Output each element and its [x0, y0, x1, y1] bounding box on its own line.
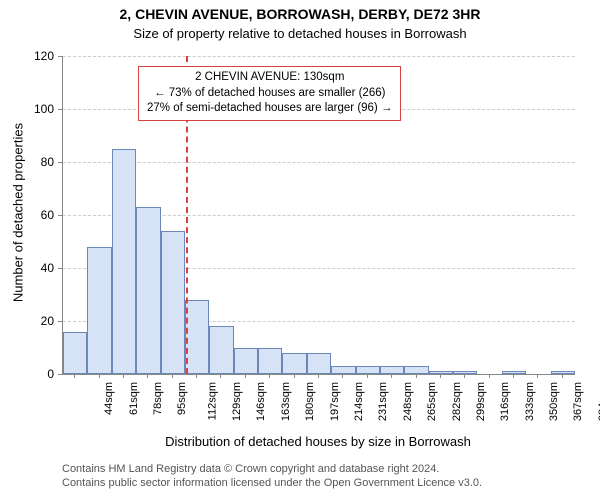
histogram-bar: [234, 348, 258, 375]
x-axis-label: Distribution of detached houses by size …: [62, 434, 574, 449]
histogram-bar: [429, 371, 453, 374]
ytick-label: 20: [24, 314, 54, 328]
histogram-bar: [380, 366, 404, 374]
xtick-label: 95sqm: [176, 382, 188, 415]
xtick-label: 163sqm: [280, 382, 292, 421]
xtick-mark: [391, 374, 392, 378]
ytick-label: 80: [24, 155, 54, 169]
xtick-label: 248sqm: [402, 382, 414, 421]
legend-line: ← 73% of detached houses are smaller (26…: [147, 86, 392, 102]
xtick-label: 112sqm: [206, 382, 218, 420]
histogram-bar: [209, 326, 233, 374]
xtick-mark: [562, 374, 563, 378]
xtick-mark: [513, 374, 514, 378]
xtick-label: 214sqm: [353, 382, 365, 421]
xtick-mark: [318, 374, 319, 378]
xtick-mark: [464, 374, 465, 378]
histogram-bar: [185, 300, 209, 374]
ytick-mark: [58, 215, 62, 216]
xtick-mark: [245, 374, 246, 378]
xtick-mark: [416, 374, 417, 378]
ytick-label: 0: [24, 367, 54, 381]
xtick-mark: [342, 374, 343, 378]
xtick-mark: [489, 374, 490, 378]
histogram-bar: [161, 231, 185, 374]
ytick-mark: [58, 162, 62, 163]
grid-line: [63, 162, 575, 163]
xtick-label: 44sqm: [103, 382, 115, 415]
xtick-label: 197sqm: [329, 382, 341, 421]
xtick-mark: [196, 374, 197, 378]
xtick-mark: [123, 374, 124, 378]
xtick-label: 61sqm: [128, 382, 140, 415]
xtick-mark: [172, 374, 173, 378]
xtick-mark: [294, 374, 295, 378]
xtick-mark: [220, 374, 221, 378]
histogram-bar: [356, 366, 380, 374]
chart-title: 2, CHEVIN AVENUE, BORROWASH, DERBY, DE72…: [0, 6, 600, 22]
histogram-bar: [551, 371, 575, 374]
xtick-label: 299sqm: [475, 382, 487, 421]
histogram-bar: [282, 353, 306, 374]
chart-subtitle: Size of property relative to detached ho…: [0, 26, 600, 41]
ytick-label: 40: [24, 261, 54, 275]
histogram-bar: [258, 348, 282, 375]
footer-line-1: Contains HM Land Registry data © Crown c…: [62, 462, 482, 476]
ytick-label: 100: [24, 102, 54, 116]
legend-box: 2 CHEVIN AVENUE: 130sqm← 73% of detached…: [138, 66, 401, 121]
histogram-bar: [136, 207, 160, 374]
ytick-label: 120: [24, 49, 54, 63]
legend-line: 27% of semi-detached houses are larger (…: [147, 101, 392, 117]
histogram-bar: [331, 366, 355, 374]
ytick-mark: [58, 109, 62, 110]
histogram-bar: [87, 247, 111, 374]
xtick-label: 231sqm: [378, 382, 390, 421]
legend-line: 2 CHEVIN AVENUE: 130sqm: [147, 70, 392, 86]
xtick-mark: [440, 374, 441, 378]
histogram-bar: [307, 353, 331, 374]
xtick-label: 316sqm: [499, 382, 511, 421]
xtick-label: 180sqm: [304, 382, 316, 421]
xtick-mark: [269, 374, 270, 378]
xtick-label: 78sqm: [152, 382, 164, 415]
xtick-mark: [147, 374, 148, 378]
footer-line-2: Contains public sector information licen…: [62, 476, 482, 490]
chart-container: 2, CHEVIN AVENUE, BORROWASH, DERBY, DE72…: [0, 0, 600, 500]
histogram-bar: [63, 332, 87, 374]
xtick-mark: [99, 374, 100, 378]
histogram-bar: [404, 366, 428, 374]
ytick-mark: [58, 321, 62, 322]
histogram-bar: [453, 371, 477, 374]
xtick-label: 146sqm: [256, 382, 268, 421]
xtick-mark: [367, 374, 368, 378]
histogram-bar: [112, 149, 136, 374]
ytick-mark: [58, 56, 62, 57]
footer-text: Contains HM Land Registry data © Crown c…: [62, 462, 482, 491]
grid-line: [63, 56, 575, 57]
xtick-label: 333sqm: [524, 382, 536, 421]
xtick-label: 367sqm: [573, 382, 585, 421]
xtick-label: 350sqm: [548, 382, 560, 421]
xtick-label: 129sqm: [231, 382, 243, 421]
ytick-label: 60: [24, 208, 54, 222]
ytick-mark: [58, 374, 62, 375]
xtick-label: 282sqm: [451, 382, 463, 421]
xtick-mark: [74, 374, 75, 378]
ytick-mark: [58, 268, 62, 269]
xtick-label: 265sqm: [426, 382, 438, 421]
xtick-mark: [537, 374, 538, 378]
